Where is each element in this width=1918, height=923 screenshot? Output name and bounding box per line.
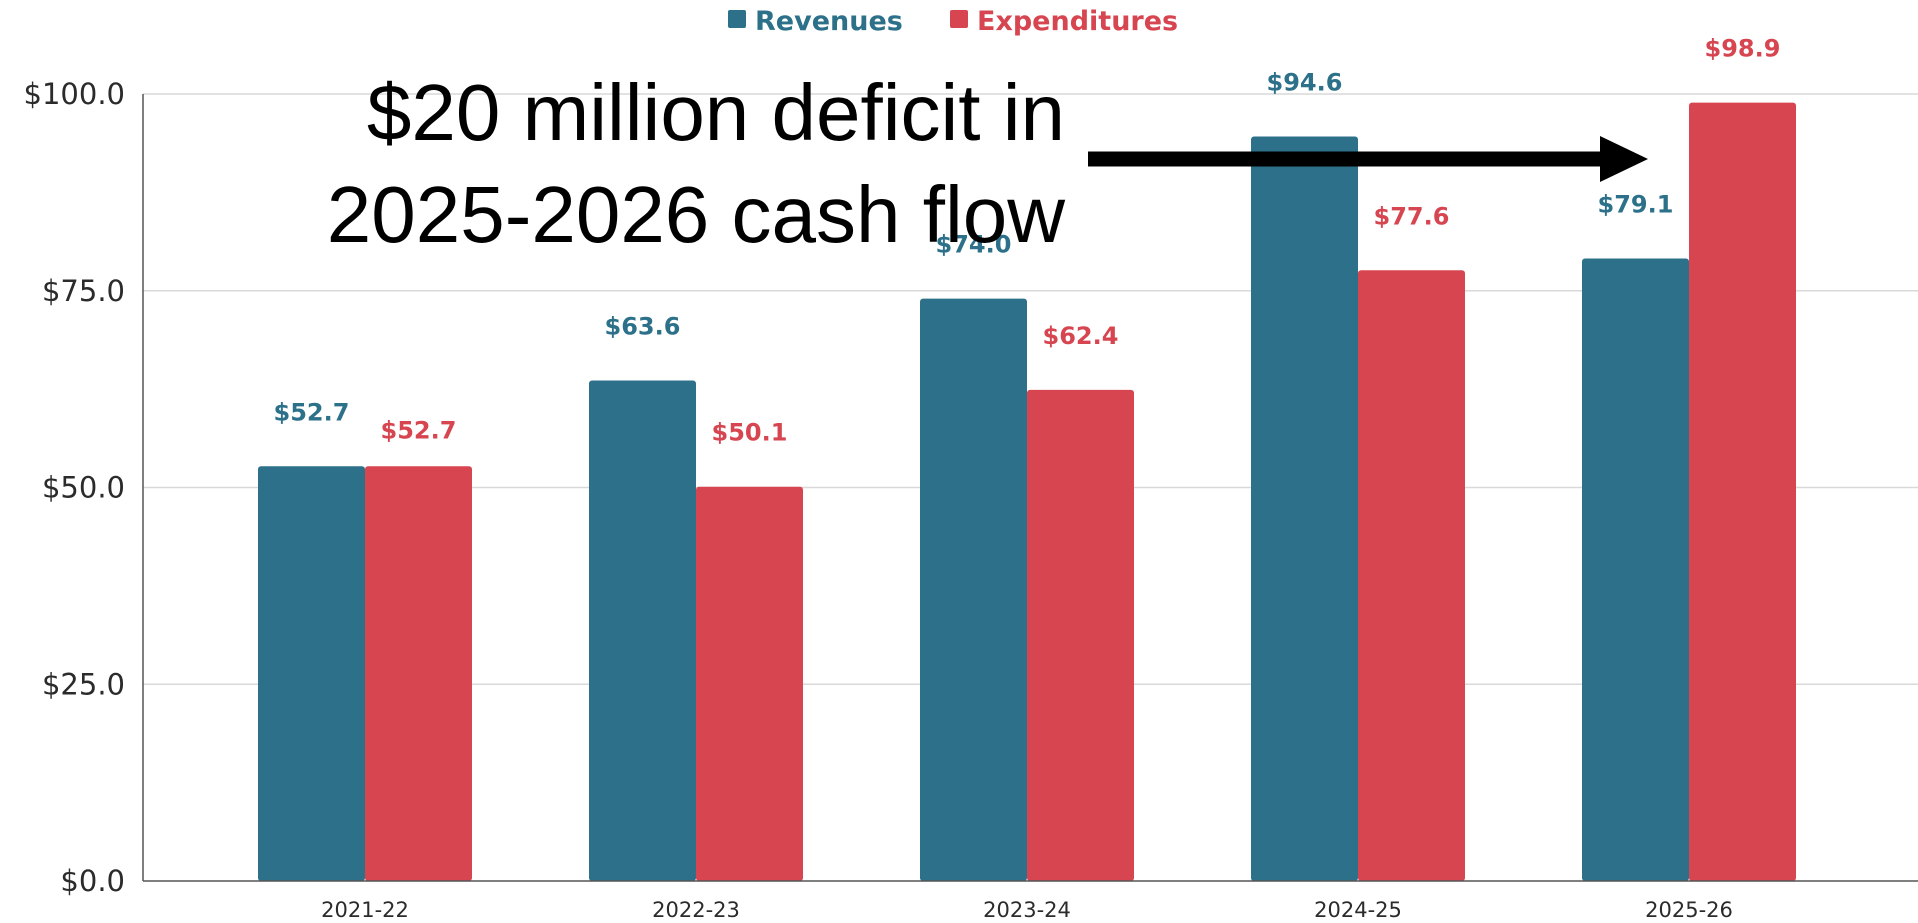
legend-expenditures: Expenditures (950, 6, 1178, 37)
expenditures-bar (1689, 102, 1796, 882)
y-tick-label: $75.0 (42, 274, 125, 308)
expenditures-data-label: $52.7 (381, 416, 457, 444)
revenues-data-label: $79.1 (1598, 190, 1674, 218)
revenues-bar (589, 380, 696, 881)
x-tick-label: 2023-24 (983, 898, 1071, 922)
x-tick-label: 2024-25 (1314, 898, 1402, 922)
y-tick-label: $50.0 (42, 471, 125, 505)
expenditures-bar (1027, 389, 1134, 881)
revenues-data-label: $94.6 (1267, 68, 1343, 96)
annotation: $20 million deficit in 2025-2026 cash fl… (327, 68, 1648, 259)
legend-revenues: Revenues (728, 6, 903, 37)
annotation-line-1: $20 million deficit in (367, 68, 1065, 157)
revenues-data-label: $74.0 (936, 231, 1012, 259)
revenues-bar (920, 298, 1027, 881)
x-tick-label: 2022-23 (652, 898, 740, 922)
legend-swatch (728, 10, 746, 28)
legend: Revenues Expenditures (728, 6, 1178, 37)
legend-label: Revenues (755, 6, 903, 37)
expenditures-data-label: $98.9 (1705, 35, 1781, 63)
revenues-bar (1251, 136, 1358, 882)
data-labels: $52.7 $52.7 $63.6 $50.1 $74.0 $62.4 $94.6 $77.6… (274, 35, 1781, 447)
expenditures-bar (696, 486, 803, 881)
expenditures-data-label: $50.1 (712, 419, 788, 447)
revenues-bar (1582, 258, 1689, 881)
y-tick-label: $25.0 (42, 667, 125, 701)
bars (258, 102, 1796, 882)
legend-swatch (950, 10, 968, 28)
expenditures-data-label: $77.6 (1374, 202, 1450, 230)
x-tick-label: 2021-22 (321, 898, 409, 922)
annotation-arrow-head (1600, 136, 1648, 182)
revenues-data-label: $63.6 (605, 312, 681, 340)
expenditures-bar (365, 466, 472, 881)
y-tick-label: $0.0 (60, 864, 125, 898)
axes: $0.0 $25.0 $50.0 $75.0 $100.0 2021-22 2022-23 2… (24, 77, 1918, 922)
revenues-bar (258, 466, 365, 881)
x-tick-label: 2025-26 (1645, 898, 1733, 922)
y-tick-label: $100.0 (24, 77, 125, 111)
expenditures-data-label: $62.4 (1043, 322, 1119, 350)
legend-label: Expenditures (977, 6, 1178, 37)
annotation-line-2: 2025-2026 cash flow (327, 170, 1066, 259)
revenues-data-label: $52.7 (274, 398, 350, 426)
expenditures-bar (1358, 270, 1465, 882)
